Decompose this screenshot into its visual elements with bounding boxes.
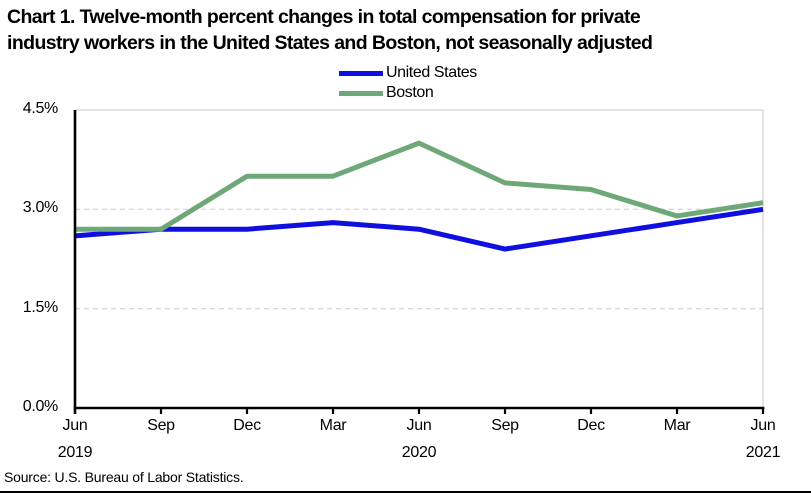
legend-label-boston: Boston — [386, 84, 434, 101]
series-line-boston — [75, 140, 764, 232]
y-axis-label: 0.0% — [22, 398, 59, 415]
legend-item-boston: Boston — [339, 83, 477, 103]
source-note: Source: U.S. Bureau of Labor Statistics. — [4, 469, 244, 485]
y-axis-label: 4.5% — [22, 100, 59, 117]
x-axis-month-label: Jun — [750, 417, 776, 434]
x-axis-year-label: 2021 — [745, 444, 781, 461]
x-axis-year-label: 2020 — [401, 444, 437, 461]
x-axis-month-label: Dec — [577, 417, 605, 434]
series-line-united-states — [74, 206, 764, 252]
x-axis-month-label: Jun — [62, 417, 88, 434]
y-axis-label: 3.0% — [22, 199, 59, 217]
legend-swatch-united-states — [339, 70, 383, 76]
legend-swatch-boston — [339, 90, 383, 96]
legend-label-united-states: United States — [386, 64, 477, 81]
chart-title-line2: industry workers in the United States an… — [7, 32, 653, 54]
legend: United States Boston — [339, 63, 477, 103]
chart-title-line1: Chart 1. Twelve-month percent changes in… — [7, 6, 641, 28]
x-axis-month-label: Mar — [319, 417, 347, 434]
chart-title: Chart 1. Twelve-month percent changes in… — [7, 4, 653, 56]
x-axis-month-label: Sep — [491, 417, 519, 434]
y-axis-label: 1.5% — [22, 298, 59, 316]
legend-item-united-states: United States — [339, 63, 477, 83]
x-axis-month-label: Mar — [663, 417, 691, 434]
x-axis-year-label: 2019 — [57, 444, 93, 461]
x-axis-month-label: Sep — [147, 417, 175, 434]
x-axis-month-label: Dec — [233, 417, 261, 434]
x-axis-month-label: Jun — [406, 417, 432, 434]
